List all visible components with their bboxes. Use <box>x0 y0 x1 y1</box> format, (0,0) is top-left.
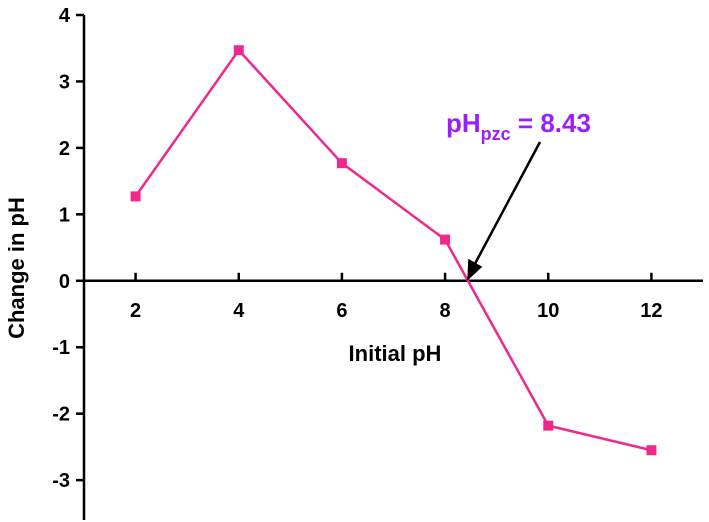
y-tick-label: -3 <box>52 470 70 492</box>
x-axis-label: Initial pH <box>349 341 442 366</box>
x-tick-label: 8 <box>440 300 451 322</box>
y-axis-label: Change in pH <box>4 197 29 339</box>
data-point <box>130 191 141 202</box>
data-point <box>336 158 347 169</box>
x-tick-label: 10 <box>537 300 559 322</box>
x-tick-label: 12 <box>640 300 662 322</box>
data-point <box>646 445 657 456</box>
y-tick-label: 1 <box>59 204 70 226</box>
annotation-sub: pzc <box>481 124 511 144</box>
data-point <box>543 420 554 431</box>
data-point <box>233 45 244 56</box>
x-tick-label: 6 <box>336 300 347 322</box>
x-tick-label: 4 <box>233 300 245 322</box>
data-line <box>134 48 652 452</box>
y-tick-label: 3 <box>59 71 70 93</box>
y-tick-label: 0 <box>59 271 70 293</box>
y-tick-label: 2 <box>59 138 70 160</box>
data-point <box>440 234 451 245</box>
annotation-main: pH <box>446 108 481 138</box>
y-tick-label: -1 <box>52 337 70 359</box>
annotation-arrow <box>471 141 542 270</box>
y-tick-label: -2 <box>52 404 70 426</box>
annotation: pHpzc = 8.43 <box>446 108 591 144</box>
x-tick-label: 2 <box>130 300 141 322</box>
y-tick-label: 4 <box>59 5 71 27</box>
annotation-arrowhead <box>467 258 483 281</box>
annotation-rest: = 8.43 <box>511 108 591 138</box>
